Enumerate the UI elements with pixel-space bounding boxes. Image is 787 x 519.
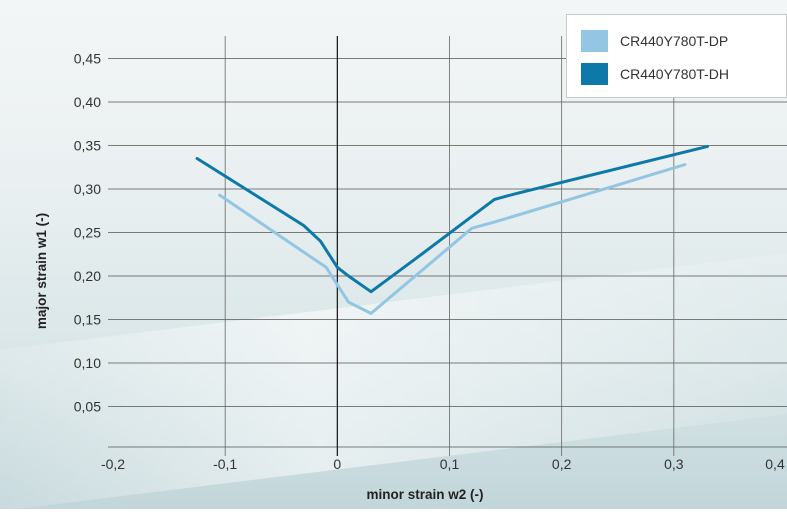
x-tick-label: -0,2	[101, 456, 125, 472]
x-tick-label: 0,2	[552, 456, 572, 472]
y-tick-label: 0,35	[74, 138, 101, 154]
y-tick-label: 0,25	[74, 225, 101, 241]
y-tick-label: 0,45	[74, 51, 101, 67]
series-line-dp	[218, 163, 687, 315]
y-tick-label: 0,40	[74, 94, 101, 110]
series-lines	[195, 144, 709, 315]
y-tick-label: 0,05	[74, 399, 101, 415]
y-axis-title: major strain w1 (-)	[34, 213, 49, 329]
x-tick-label: 0	[333, 456, 341, 472]
y-tick-label: 0,15	[74, 312, 101, 328]
legend-label-dp: CR440Y780T-DP	[620, 33, 729, 49]
y-tick-label: 0,10	[74, 355, 101, 371]
x-tick-label: 0,3	[664, 456, 684, 472]
legend-item-dh: CR440Y780T-DH	[581, 63, 729, 85]
x-tick-label: 0,1	[440, 456, 460, 472]
legend: CR440Y780T-DP CR440Y780T-DH	[566, 14, 787, 98]
grid	[108, 36, 787, 456]
x-tick-label: -0,1	[213, 456, 237, 472]
x-tick-labels: -0,2 -0,1 0 0,1 0,2 0,3 0,4	[101, 456, 785, 472]
y-tick-labels: 0,05 0,10 0,15 0,20 0,25 0,30 0,35 0,40 0,45	[74, 51, 101, 415]
x-tick-label: 0,4	[765, 456, 785, 472]
legend-label-dh: CR440Y780T-DH	[620, 66, 729, 82]
legend-swatch-dp	[581, 30, 608, 52]
y-tick-label: 0,20	[74, 268, 101, 284]
y-tick-label: 0,30	[74, 181, 101, 197]
legend-item-dp: CR440Y780T-DP	[581, 30, 728, 52]
series-line-dh	[195, 144, 709, 294]
x-axis-title: minor strain w2 (-)	[366, 487, 483, 502]
legend-swatch-dh	[581, 63, 608, 85]
